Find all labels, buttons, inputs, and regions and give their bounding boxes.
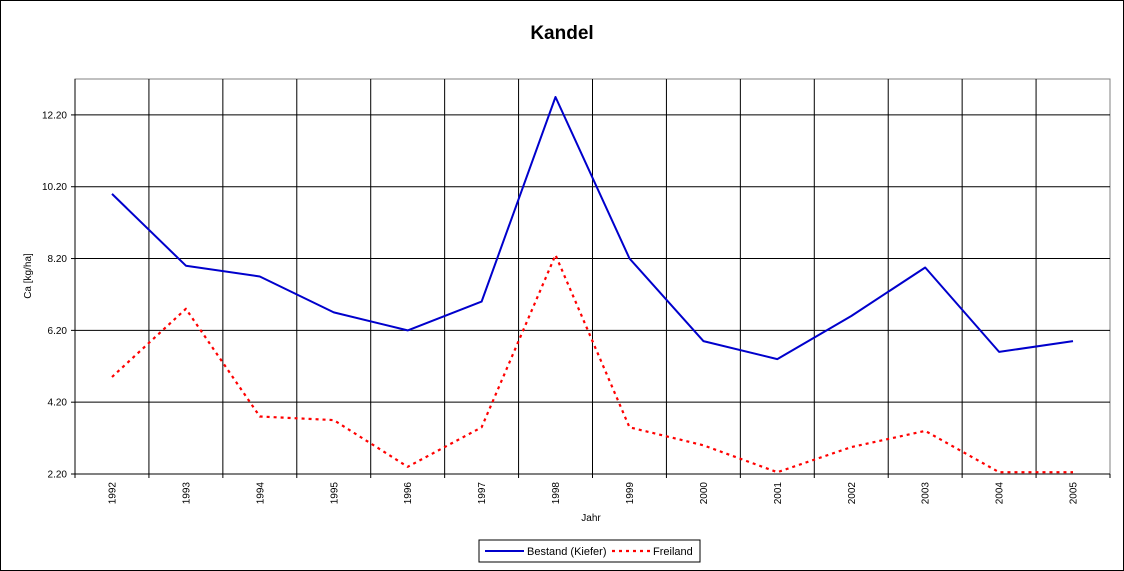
x-tick-label: 1995 (329, 482, 340, 505)
x-axis-label: Jahr (581, 513, 601, 524)
chart-title: Kandel (530, 23, 593, 44)
x-tick-label: 2004 (995, 482, 1006, 505)
series-lines (111, 96, 1074, 474)
x-tick-label: 2001 (773, 482, 784, 505)
y-tick-label: 8.20 (48, 254, 68, 265)
y-tick-label: 6.20 (48, 326, 68, 337)
y-axis-ticks: 2.20 4.20 6.20 8.20 10.20 12.20 (42, 110, 75, 481)
y-tick-label: 12.20 (42, 110, 67, 121)
series-line-freiland (111, 253, 1073, 474)
y-tick-label: 2.20 (48, 470, 68, 481)
series-line-bestand (111, 96, 1074, 361)
grid-lines (74, 79, 1110, 475)
x-tick-label: 2003 (921, 482, 932, 505)
legend: Bestand (Kiefer) Freiland (478, 539, 701, 563)
x-tick-label: 1993 (181, 482, 192, 505)
x-tick-label: 1999 (625, 482, 636, 505)
x-tick-label: 2000 (699, 482, 710, 505)
y-tick-label: 10.20 (42, 182, 67, 193)
x-tick-label: 1992 (107, 482, 118, 505)
x-tick-label: 1998 (551, 482, 562, 505)
x-tick-label: 1994 (255, 482, 266, 505)
x-tick-label: 2005 (1069, 482, 1080, 505)
y-axis-label: Ca [kg/ha] (23, 253, 34, 299)
x-tick-label: 1996 (403, 482, 414, 505)
y-tick-label: 4.20 (48, 398, 68, 409)
legend-box (478, 539, 701, 563)
x-axis-ticks: 1992 1993 1994 1995 1996 1997 1998 1999 2000 2001… (74, 474, 1111, 505)
x-tick-label: 1997 (477, 482, 488, 505)
x-tick-label: 2002 (847, 482, 858, 505)
legend-label-freiland: Freiland (653, 546, 693, 558)
legend-label-bestand: Bestand (Kiefer) (527, 546, 606, 558)
